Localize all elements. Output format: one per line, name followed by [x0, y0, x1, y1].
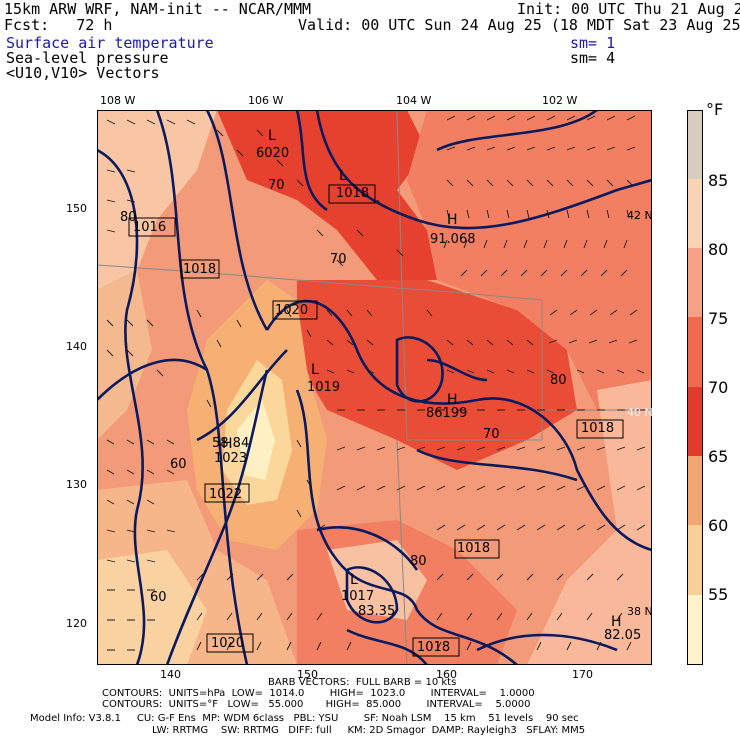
grid-x-170: 170 [572, 668, 593, 681]
isobar-label: 1016 [133, 220, 167, 235]
grid-x-150: 150 [297, 668, 318, 681]
low-center-value: 1019 [307, 380, 341, 395]
temp-contour-label: 60 [170, 457, 187, 472]
colorbar-label-55: 55 [708, 585, 729, 604]
isobar-label: 1020 [211, 636, 245, 651]
lon-label-102w: 102 W [542, 94, 578, 107]
low-center-value: 83.35 [358, 604, 396, 619]
high-center-value: 58.84 [212, 436, 250, 451]
colorbar-label-60: 60 [708, 516, 729, 535]
isobar-label: 1018 [183, 262, 217, 277]
temp-contour-label: 60 [150, 590, 167, 605]
temp-contour-label: 80 [550, 373, 567, 388]
isobar-label: 1018 [581, 421, 615, 436]
title-line-1: 15km ARW WRF, NAM-init -- NCAR/MMM [4, 0, 312, 18]
field-vectors: <U10,V10> Vectors [6, 64, 160, 82]
contour-info-temperature: CONTOURS: UNITS=°F LOW= 55.000 HIGH= 85.… [102, 699, 531, 710]
colorbar [687, 110, 703, 665]
temp-region-southwest-cool [97, 550, 207, 665]
slp-smoothing: sm= 1 [570, 34, 616, 52]
grid-y-130: 130 [66, 478, 87, 491]
lon-label-104w: 104 W [396, 94, 432, 107]
colorbar-label-70: 70 [708, 378, 729, 397]
field-surface-temp: Surface air temperature [6, 34, 214, 52]
low-center-marker: L [268, 128, 276, 144]
barb-legend: BARB VECTORS: FULL BARB = 10 kts [268, 677, 457, 688]
high-center-value: 86199 [426, 406, 468, 421]
temp-contour-label: 80 [410, 554, 427, 569]
temp-region-northwest [97, 110, 217, 290]
colorbar-label-80: 80 [708, 240, 729, 259]
lat-label-42n: 42 N [627, 209, 653, 222]
isobar-label: 1018 [457, 541, 491, 556]
high-center-marker: H [222, 436, 233, 452]
wind-barbs [106, 115, 646, 651]
high-center-value: 91.068 [430, 232, 476, 247]
isobar-label: 1022 [209, 487, 243, 502]
colorbar-segment-85-90 [687, 110, 703, 179]
high-center-value: 82.05 [604, 628, 642, 643]
temp-region-central-red [297, 280, 577, 470]
low-center-value: 1017 [341, 589, 375, 604]
colorbar-unit: °F [706, 100, 724, 119]
colorbar-segment-80-85 [687, 179, 703, 248]
temp-contour-label: 70 [268, 178, 285, 193]
colorbar-segment-65-70 [687, 387, 703, 456]
isobar-label: 1018 [336, 186, 370, 201]
colorbar-label-75: 75 [708, 309, 729, 328]
isobar-label-boxes [128, 184, 624, 657]
colorbar-label-85: 85 [708, 171, 729, 190]
colorbar-segment-55-60 [687, 525, 703, 595]
colorbar-segment-50-55 [687, 595, 703, 665]
grid-y-140: 140 [66, 340, 87, 353]
lat-label-40n: 40 N [627, 406, 653, 419]
high-center-marker: H [447, 392, 458, 408]
isobar-label: 1020 [275, 303, 309, 318]
init-time: Init: 00 UTC Thu 21 Aug 25 [517, 0, 740, 18]
vector-smoothing: sm= 4 [570, 49, 616, 67]
lon-label-106w: 106 W [248, 94, 284, 107]
low-center-marker: L [350, 572, 358, 588]
model-info-line-2: LW: RRTMG SW: RRTMG DIFF: full KM: 2D Sm… [152, 725, 586, 736]
isobar-label: 1018 [417, 640, 451, 655]
low-center-marker: L [311, 362, 319, 378]
low-center-value: 6020 [256, 146, 290, 161]
high-center-value: 1023 [214, 451, 248, 466]
colorbar-segment-75-80 [687, 248, 703, 317]
temp-contour-label: 80 [120, 210, 137, 225]
model-info-line-1: Model Info: V3.8.1 CU: G-F Ens MP: WDM 6… [30, 713, 579, 724]
contour-info-pressure: CONTOURS: UNITS=hPa LOW= 1014.0 HIGH= 10… [102, 688, 535, 699]
temp-region-north-ridge [217, 110, 437, 280]
colorbar-segment-60-65 [687, 456, 703, 525]
lon-label-108w: 108 W [100, 94, 136, 107]
temp-contour-label: 70 [483, 427, 500, 442]
high-center-marker: H [447, 212, 458, 228]
grid-y-150: 150 [66, 202, 87, 215]
temp-contour-label: 70 [330, 252, 347, 267]
isobars [97, 110, 652, 665]
temp-region-far-west [97, 270, 152, 440]
colorbar-label-65: 65 [708, 447, 729, 466]
high-center-marker: H [611, 614, 622, 630]
weather-map [97, 110, 652, 665]
temp-region-eastern-plains [407, 110, 652, 410]
forecast-hour: Fcst: 72 h [4, 16, 113, 34]
lat-label-38n: 38 N [627, 605, 653, 618]
field-slp: Sea-level pressure [6, 49, 169, 67]
grid-x-160: 160 [436, 668, 457, 681]
low-center-marker: L [339, 168, 347, 184]
colorbar-segment-70-75 [687, 317, 703, 387]
grid-x-140: 140 [160, 668, 181, 681]
grid-y-120: 120 [66, 617, 87, 630]
temp-region-southeast [527, 380, 652, 665]
valid-time: Valid: 00 UTC Sun 24 Aug 25 (18 MDT Sat … [298, 16, 740, 34]
